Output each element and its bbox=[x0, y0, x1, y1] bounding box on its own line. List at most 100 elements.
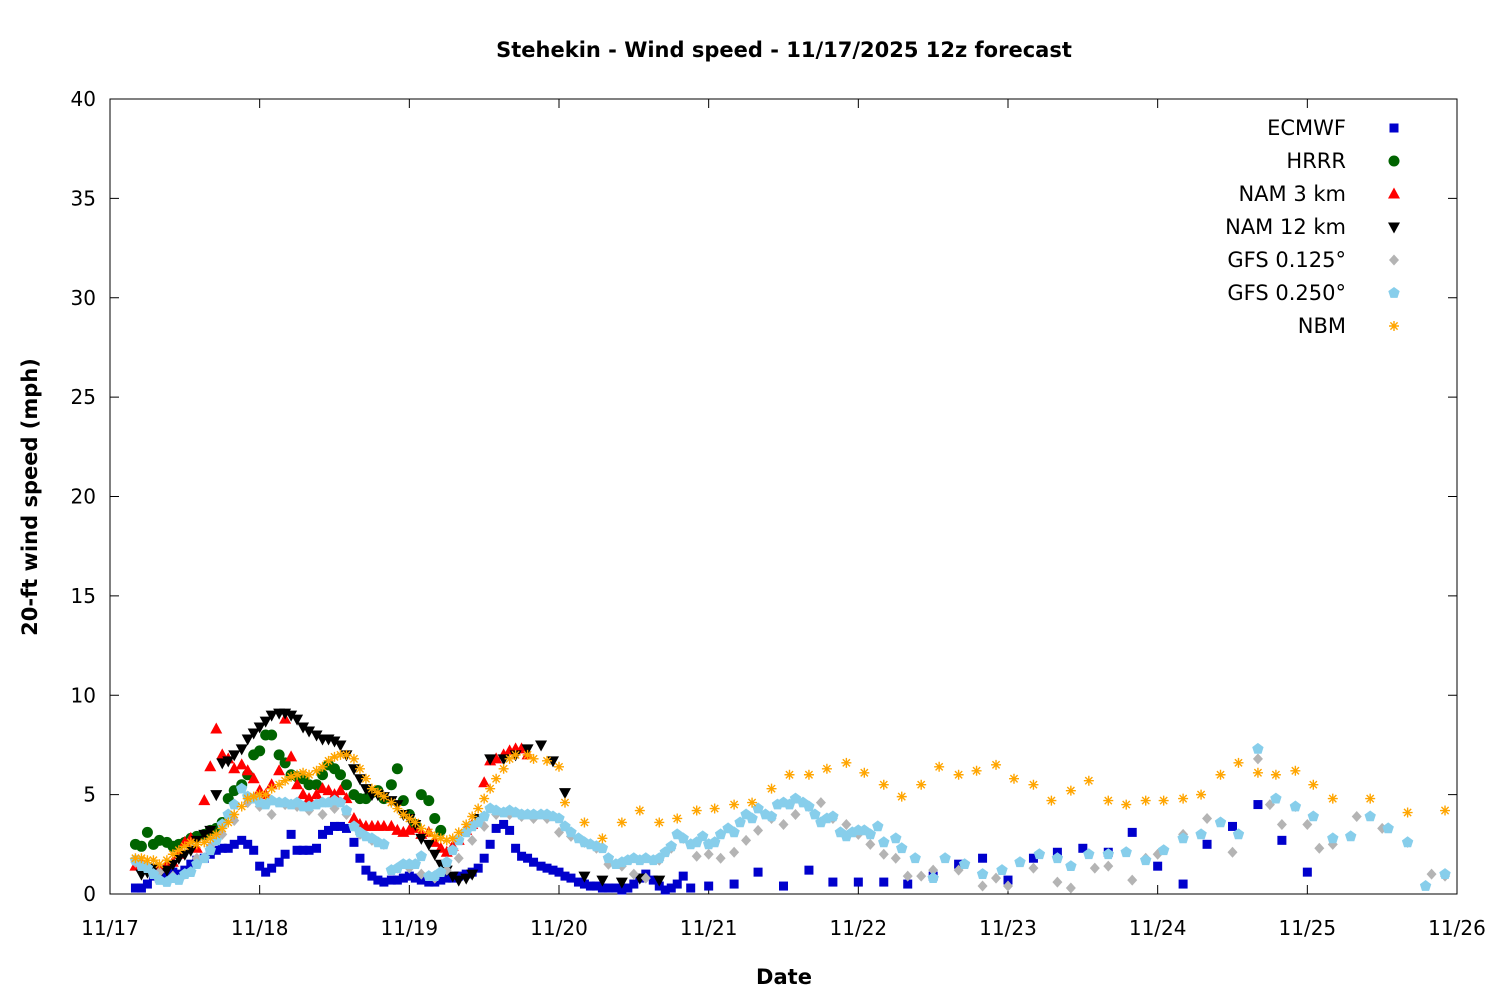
nbm-point bbox=[1440, 805, 1451, 816]
nbm-point bbox=[634, 805, 645, 816]
gfs-0-125-point bbox=[628, 868, 639, 880]
ecmwf-point bbox=[660, 885, 670, 895]
gfs-0-250-point bbox=[809, 808, 821, 820]
ecmwf-point bbox=[729, 879, 739, 889]
gfs-0-125-point bbox=[467, 834, 478, 846]
nam-12-km-point bbox=[160, 865, 173, 877]
gfs-0-125-point bbox=[1202, 812, 1213, 824]
nbm-point bbox=[266, 783, 277, 794]
gfs-0-250-point bbox=[378, 838, 390, 850]
gfs-0-125-point bbox=[715, 852, 726, 864]
gfs-0-250-point bbox=[958, 858, 971, 869]
ecmwf-point bbox=[130, 883, 140, 893]
gfs-0-125-point bbox=[1227, 846, 1238, 858]
gfs-0-250-point bbox=[746, 812, 758, 824]
gfs-0-125-point bbox=[1065, 882, 1076, 894]
ecmwf-point bbox=[879, 877, 889, 887]
ecmwf-point bbox=[597, 883, 607, 893]
gfs-0-250-point bbox=[803, 800, 815, 812]
nbm-point bbox=[185, 837, 196, 848]
nam-12-km-point bbox=[615, 877, 628, 889]
nam-3-km-point bbox=[347, 811, 360, 823]
nam-12-km-point bbox=[204, 825, 217, 837]
legend-marker-nam-3-km bbox=[1388, 187, 1400, 199]
nbm-point bbox=[154, 859, 165, 870]
nbm-point bbox=[504, 753, 515, 764]
nbm-point bbox=[1140, 795, 1151, 806]
gfs-0-125-point bbox=[991, 872, 1002, 884]
ecmwf-point bbox=[237, 835, 247, 845]
nbm-point bbox=[372, 787, 383, 798]
nam-12-km-point bbox=[259, 716, 272, 728]
ecmwf-point bbox=[424, 877, 434, 887]
ecmwf-point bbox=[603, 883, 613, 893]
nbm-point bbox=[1233, 757, 1244, 768]
nbm-point bbox=[410, 817, 421, 828]
nam-12-km-point bbox=[466, 869, 479, 881]
ecmwf-point bbox=[1003, 875, 1013, 885]
gfs-0-125-point bbox=[1052, 876, 1063, 888]
x-tick-label: 11/18 bbox=[231, 916, 289, 940]
gfs-0-125-point bbox=[928, 864, 939, 876]
nbm-point bbox=[691, 805, 702, 816]
ecmwf-point bbox=[361, 865, 371, 875]
ecmwf-point bbox=[853, 877, 863, 887]
ecmwf-point bbox=[591, 881, 601, 891]
nbm-point bbox=[559, 797, 570, 808]
ecmwf-point bbox=[704, 881, 714, 891]
ecmwf-point bbox=[442, 873, 452, 883]
hrrr-point bbox=[273, 749, 285, 761]
ecmwf-point bbox=[566, 873, 576, 883]
y-tick-label: 30 bbox=[71, 286, 96, 310]
gfs-0-250-point bbox=[435, 866, 447, 877]
ecmwf-point bbox=[335, 821, 345, 831]
nam-12-km-point bbox=[210, 790, 223, 802]
ecmwf-point bbox=[217, 843, 227, 853]
nam-12-km-point bbox=[241, 734, 254, 746]
nam-12-km-point bbox=[653, 875, 666, 887]
ecmwf-point bbox=[828, 877, 838, 887]
gfs-0-250-point bbox=[204, 844, 216, 856]
nam-12-km-point bbox=[446, 871, 459, 883]
ecmwf-point bbox=[355, 853, 365, 863]
y-tick-label: 40 bbox=[71, 87, 96, 111]
ecmwf-point bbox=[304, 845, 314, 855]
nbm-point bbox=[173, 845, 184, 856]
ecmwf-point bbox=[485, 839, 495, 849]
nam-3-km-point bbox=[204, 760, 217, 772]
nam-3-km-point bbox=[241, 764, 254, 776]
series-gfs-0-250 bbox=[129, 742, 1451, 891]
nam-3-km-point bbox=[210, 722, 223, 734]
nbm-point bbox=[274, 779, 285, 790]
x-tick-label: 11/26 bbox=[1428, 916, 1486, 940]
nbm-point bbox=[323, 755, 334, 766]
nam-12-km-point bbox=[310, 730, 323, 742]
nbm-point bbox=[1215, 769, 1226, 780]
nbm-point bbox=[130, 853, 141, 864]
gfs-0-125-point bbox=[1089, 862, 1100, 874]
nbm-point bbox=[747, 797, 758, 808]
series-nbm bbox=[130, 749, 1451, 870]
ecmwf-point bbox=[386, 875, 396, 885]
gfs-0-125-point bbox=[741, 834, 752, 846]
nbm-point bbox=[1196, 789, 1207, 800]
gfs-0-250-point bbox=[415, 850, 427, 862]
legend-label-ecmwf: ECMWF bbox=[1267, 116, 1346, 140]
nbm-point bbox=[348, 753, 359, 764]
nam-12-km-point bbox=[353, 774, 366, 786]
nam-12-km-point bbox=[547, 756, 560, 768]
ecmwf-point bbox=[341, 823, 351, 833]
legend-marker-hrrr bbox=[1388, 155, 1400, 167]
gfs-0-125-point bbox=[778, 818, 789, 830]
ecmwf-point bbox=[954, 859, 964, 869]
gfs-0-125-point bbox=[691, 850, 702, 862]
nbm-point bbox=[317, 761, 328, 772]
ecmwf-point bbox=[536, 861, 546, 871]
ecmwf-point bbox=[560, 871, 570, 881]
gfs-0-125-point bbox=[890, 852, 901, 864]
ecmwf-point bbox=[779, 881, 788, 891]
gfs-0-250-point bbox=[1051, 852, 1064, 864]
gfs-0-250-point bbox=[1364, 810, 1376, 822]
gfs-0-250-point bbox=[872, 820, 884, 832]
